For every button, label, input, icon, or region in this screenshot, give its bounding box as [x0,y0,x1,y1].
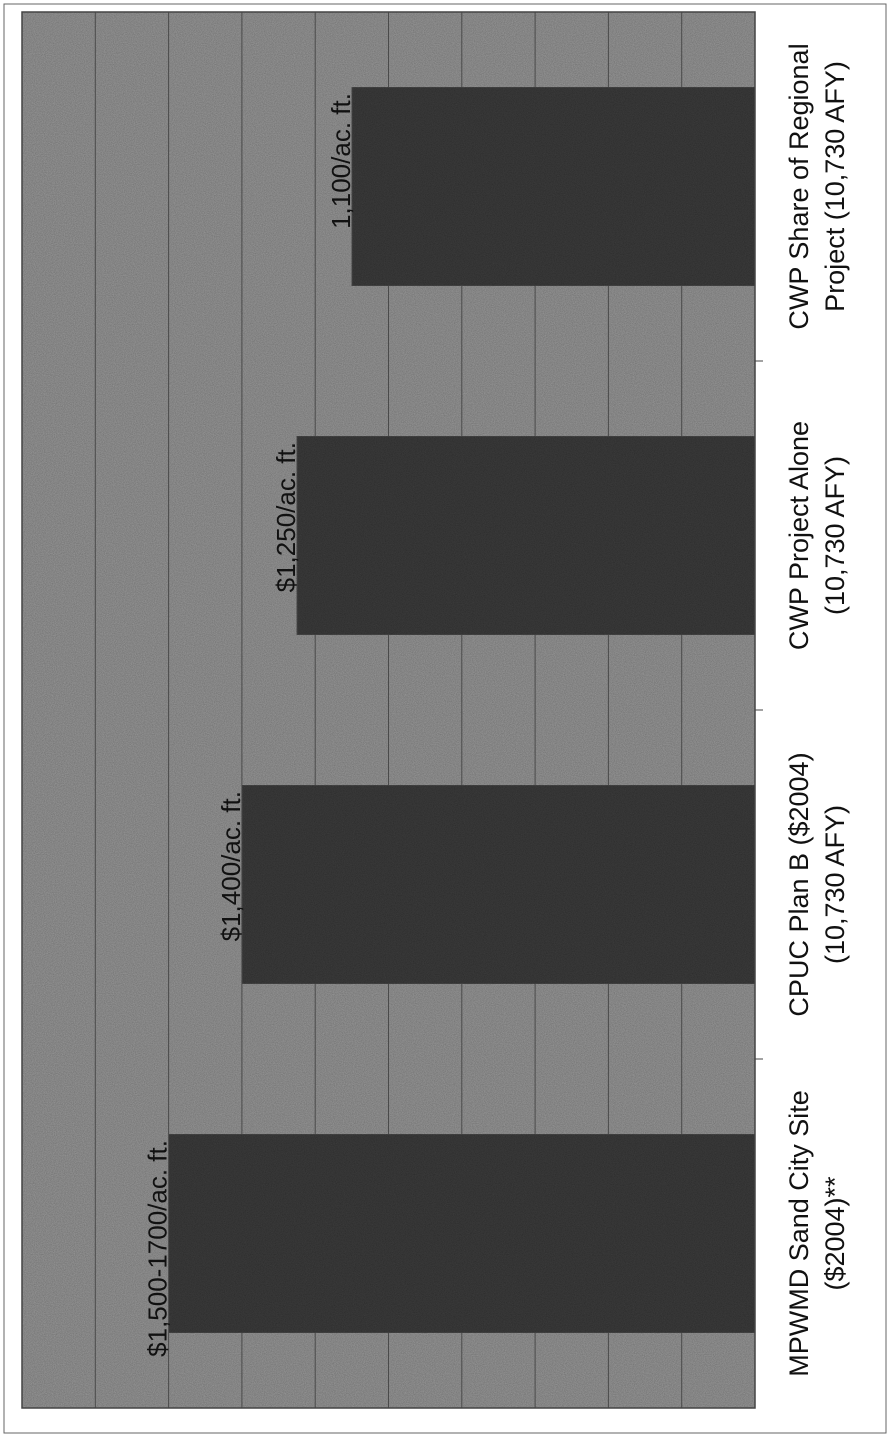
category-tick-label: (10,730 AFY) [820,805,850,964]
bar-3 [296,435,756,636]
category-tick-label: CWP Project Alone [784,421,814,650]
bar-2 [241,784,756,985]
category-tick-label: ($2004)** [820,1176,850,1291]
category-tick-label: MPWMD Sand City Site [784,1090,814,1377]
bar-4 [351,86,756,287]
bar-value-label: 1,100/ac. ft. [326,93,356,229]
bar-value-label: $1,400/ac. ft. [216,791,246,941]
bar-1 [168,1133,756,1334]
category-tick-label: CPUC Plan B ($2004) [784,752,814,1016]
category-tick-label: (10,730 AFY) [820,456,850,615]
category-tick-label: CWP Share of Regional [784,43,814,329]
bar-value-label: $1,250/ac. ft. [271,442,301,592]
bar-value-label: $1,500-1700/ac. ft. [143,1140,173,1357]
category-tick-label: Project (10,730 AFY) [820,61,850,312]
